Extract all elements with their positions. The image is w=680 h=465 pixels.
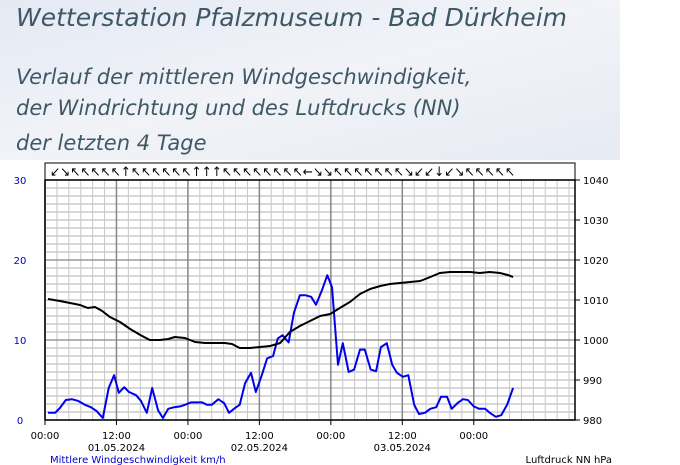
- x-date-label: 02.05.2024: [231, 443, 288, 454]
- y-tick-label: 20: [14, 256, 27, 267]
- y2-tick-label: 1030: [583, 216, 608, 227]
- series-line: [47, 271, 514, 349]
- header-background: [0, 0, 620, 160]
- y-tick-label: 0: [17, 416, 23, 427]
- y2-axis-label: Luftdruck NN hPa: [526, 455, 612, 465]
- x-tick-label: 00:00: [174, 431, 203, 442]
- y2-tick-label: 980: [583, 416, 602, 427]
- x-tick-label: 12:00: [102, 431, 131, 442]
- y2-tick-label: 1010: [583, 296, 608, 307]
- y2-tick-label: 1000: [583, 336, 608, 347]
- subtitle: der Windrichtung und des Luftdrucks (NN): [16, 96, 461, 120]
- y-axis-label: Mittlere Windgeschwindigkeit km/h: [50, 455, 226, 465]
- x-tick-label: 00:00: [31, 431, 60, 442]
- y2-tick-label: 1020: [583, 256, 608, 267]
- y-tick-label: 30: [14, 176, 27, 187]
- subtitle: Verlauf der mittleren Windgeschwindigkei…: [16, 65, 471, 89]
- y2-tick-label: 990: [583, 376, 602, 387]
- y-tick-label: 10: [14, 336, 27, 347]
- x-tick-label: 12:00: [245, 431, 274, 442]
- plot-frame: [44, 179, 576, 421]
- y2-tick-label: 1040: [583, 176, 608, 187]
- title: Wetterstation Pfalzmuseum - Bad Dürkheim: [16, 3, 567, 32]
- subtitle: der letzten 4 Tage: [16, 131, 207, 155]
- x-tick-label: 12:00: [388, 431, 417, 442]
- series-line: [48, 274, 515, 419]
- wind-direction: ↙↘↖↖↖↖↖↑↖↖↖↖↖↖↑↑↑↖↖↖↖↖↖↖↖←↘↘↖↖↖↖↖↖↖↘↙↙↓↙…: [50, 165, 515, 180]
- x-tick-label: 00:00: [316, 431, 345, 442]
- x-date-label: 03.05.2024: [374, 443, 431, 454]
- x-date-label: 01.05.2024: [88, 443, 145, 454]
- x-tick-label: 00:00: [459, 431, 488, 442]
